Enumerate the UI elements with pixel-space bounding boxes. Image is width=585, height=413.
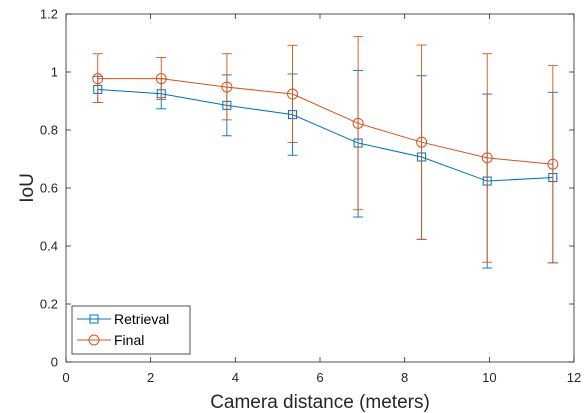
series-layer — [92, 36, 559, 269]
legend-label-retrieval: Retrieval — [114, 311, 169, 327]
y-tick-label: 1 — [51, 65, 58, 80]
y-tick-label: 1.2 — [40, 7, 58, 22]
y-tick-label: 0.8 — [40, 123, 58, 138]
plot-area — [66, 14, 574, 362]
y-tick-label: 0.4 — [40, 239, 58, 254]
data-point — [92, 73, 104, 85]
y-tick-label: 0 — [51, 355, 58, 370]
legend-marker — [88, 334, 100, 346]
x-tick-label: 2 — [147, 370, 154, 385]
data-point — [155, 73, 167, 85]
x-tick-label: 4 — [232, 370, 239, 385]
x-tick-label: 10 — [482, 370, 496, 385]
legend-entries — [77, 314, 111, 346]
series-line — [97, 78, 553, 165]
series-line — [97, 88, 553, 182]
x-tick-label: 8 — [401, 370, 408, 385]
data-point — [286, 88, 298, 100]
y-tick-label: 0.6 — [40, 181, 58, 196]
y-tick-label: 0.2 — [40, 297, 58, 312]
legend-box — [71, 305, 191, 355]
legend-label-final: Final — [114, 332, 144, 348]
x-tick-label: 12 — [567, 370, 581, 385]
data-point — [352, 117, 364, 129]
legend: Retrieval Final — [71, 305, 191, 355]
x-tick-label: 0 — [62, 370, 69, 385]
data-point — [416, 136, 428, 148]
series-final — [92, 36, 559, 264]
x-tick-label: 6 — [316, 370, 323, 385]
y-axis-label: IoU — [17, 173, 38, 203]
data-point — [221, 81, 233, 93]
axes: 0 2 4 6 8 10 12 0 0.2 0.4 0.6 0.8 1 1.2 — [40, 7, 581, 386]
data-point — [547, 158, 559, 170]
legend-marker — [89, 314, 99, 324]
x-axis-label: Camera distance (meters) — [210, 392, 430, 413]
data-point — [481, 152, 493, 164]
